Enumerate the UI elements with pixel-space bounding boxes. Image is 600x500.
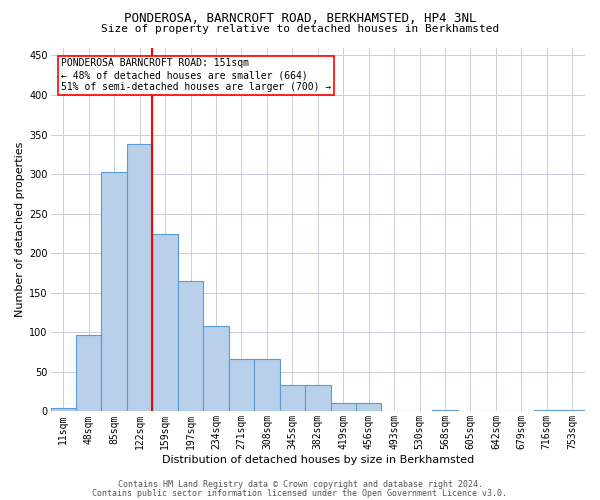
Bar	[127, 144, 152, 411]
Bar	[178, 281, 203, 411]
X-axis label: Distribution of detached houses by size in Berkhamsted: Distribution of detached houses by size …	[161, 455, 474, 465]
Text: Contains public sector information licensed under the Open Government Licence v3: Contains public sector information licen…	[92, 488, 508, 498]
Bar	[356, 402, 382, 411]
Text: Size of property relative to detached houses in Berkhamsted: Size of property relative to detached ho…	[101, 24, 499, 34]
Text: PONDEROSA BARNCROFT ROAD: 151sqm
← 48% of detached houses are smaller (664)
51% : PONDEROSA BARNCROFT ROAD: 151sqm ← 48% o…	[61, 58, 332, 92]
Bar	[534, 410, 560, 412]
Text: Contains HM Land Registry data © Crown copyright and database right 2024.: Contains HM Land Registry data © Crown c…	[118, 480, 482, 489]
Bar	[76, 334, 101, 411]
Y-axis label: Number of detached properties: Number of detached properties	[15, 142, 25, 317]
Bar	[152, 234, 178, 412]
Bar	[280, 386, 305, 411]
Bar	[560, 410, 585, 412]
Bar	[254, 359, 280, 412]
Bar	[203, 326, 229, 412]
Bar	[331, 402, 356, 411]
Bar	[229, 359, 254, 412]
Text: PONDEROSA, BARNCROFT ROAD, BERKHAMSTED, HP4 3NL: PONDEROSA, BARNCROFT ROAD, BERKHAMSTED, …	[124, 12, 476, 26]
Bar	[50, 408, 76, 412]
Bar	[101, 172, 127, 412]
Bar	[433, 410, 458, 412]
Bar	[305, 386, 331, 411]
